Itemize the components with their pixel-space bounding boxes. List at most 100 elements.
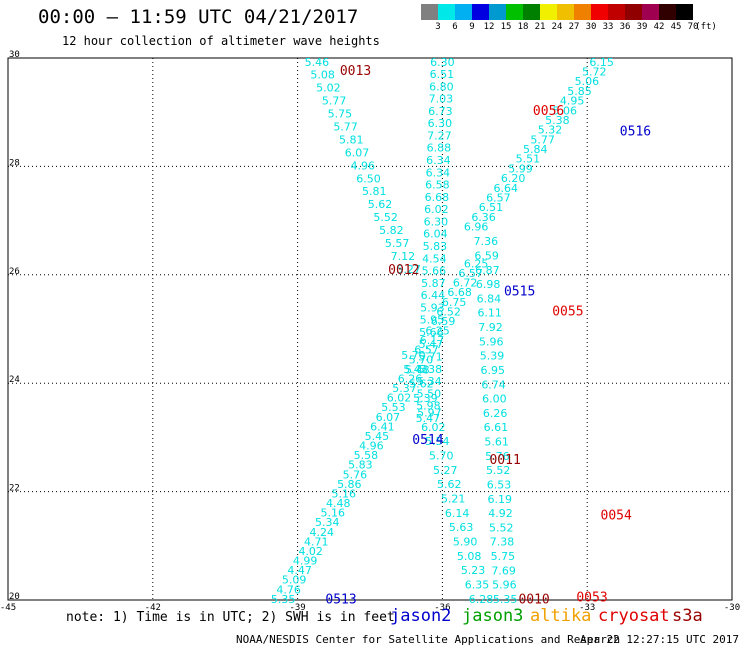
- wave-height-value: 4.54: [422, 252, 447, 265]
- pass-labels: 0013 0056 0516 0012 0515 0055 0514 0011 0054 0513…: [325, 64, 651, 607]
- wave-height-value: 6.11: [477, 307, 502, 320]
- wave-height-value: 5.02: [316, 82, 341, 95]
- color-scale-label: 39: [636, 22, 648, 32]
- wave-height-value: 6.87: [475, 264, 500, 277]
- pass-label: 0010: [518, 592, 549, 607]
- wave-height-value: 7.12: [391, 250, 416, 263]
- pass-label: 0013: [340, 64, 371, 79]
- color-scale-label: 15: [500, 22, 512, 32]
- color-swatch: [540, 4, 557, 20]
- wave-height-value: 7.92: [478, 321, 503, 334]
- pass-label: 0056: [533, 104, 564, 119]
- wave-height-value: 5.47: [419, 338, 444, 351]
- grid: [8, 58, 732, 600]
- y-tick-label: 30: [9, 50, 20, 60]
- color-scale-label: 27: [568, 22, 580, 32]
- wave-height-value: 5.70: [409, 353, 434, 366]
- wave-height-value: 6.53: [487, 478, 512, 491]
- wave-height-value: 5.85: [567, 85, 592, 98]
- page-title: 00:00 – 11:59 UTC 04/21/2017: [38, 6, 359, 28]
- wave-height-value: 6.95: [481, 364, 506, 377]
- color-swatch: [455, 4, 472, 20]
- color-swatch: [472, 4, 489, 20]
- wave-height-value: 6.98: [476, 278, 501, 291]
- wave-height-value: 5.70: [401, 349, 426, 362]
- wave-height-value: 6.04: [423, 228, 448, 241]
- legend-s3a: s3a: [672, 606, 703, 626]
- wave-height-value: 6.26: [398, 372, 423, 385]
- color-swatch: [625, 4, 642, 20]
- wave-height-value: 6.25: [464, 257, 489, 270]
- color-scale-label: 21: [534, 22, 546, 32]
- legend-jason2: jason2: [390, 606, 452, 626]
- wave-height-value: 7.27: [427, 129, 452, 142]
- wave-height-value: 5.06: [575, 75, 600, 88]
- wave-height-value: 5.52: [489, 521, 514, 534]
- wave-height-value: 6.41: [370, 420, 395, 433]
- wave-height-value: 4.48: [326, 497, 351, 510]
- wave-height-value: 5.38: [418, 363, 443, 376]
- wave-height-value: 5.72: [582, 65, 607, 78]
- wave-height-value: 6.19: [487, 493, 512, 506]
- wave-height-value: 5.16: [332, 487, 357, 500]
- color-swatch: [608, 4, 625, 20]
- wave-height-value: 6.96: [464, 221, 489, 234]
- pass-label: 0513: [325, 592, 356, 607]
- wave-height-value: 7.69: [491, 564, 516, 577]
- y-tick-label: 28: [9, 158, 20, 168]
- wave-height-value: 5.87: [421, 277, 446, 290]
- x-tick-label: -45: [0, 603, 16, 613]
- wave-height-value: 5.81: [362, 185, 387, 198]
- wave-height-value: 6.25: [425, 325, 450, 338]
- wave-height-value: 5.23: [461, 564, 486, 577]
- wave-height-value: 5.76: [343, 468, 368, 481]
- wave-height-value: 6.73: [428, 105, 453, 118]
- wave-height-value: 5.08: [457, 550, 482, 563]
- wave-height-value: 5.37: [392, 382, 417, 395]
- y-tick-label: 26: [9, 267, 20, 277]
- wave-height-value: 6.34: [426, 154, 451, 167]
- wave-height-value: 7.03: [429, 93, 454, 106]
- pass-label: 0053: [576, 591, 607, 606]
- wave-height-value: 4.24: [309, 526, 334, 539]
- wave-height-value: 6.68: [425, 191, 450, 204]
- color-swatch: [421, 4, 438, 20]
- color-scale-label: 30: [585, 22, 597, 32]
- wave-height-value: 5.61: [484, 436, 509, 449]
- pass-label: 0012: [388, 263, 419, 278]
- color-scale-label: 36: [619, 22, 631, 32]
- wave-height-value: 5.08: [310, 69, 335, 82]
- wave-height-value: 5.47: [416, 412, 441, 425]
- wave-height-value: 6.28: [469, 593, 494, 606]
- wave-height-value: 5.75: [328, 108, 353, 121]
- wave-height-value: 5.70: [429, 449, 454, 462]
- wave-height-value: 5.46: [305, 56, 330, 69]
- footnote: note: 1) Time is in UTC; 2) SWH is in fe…: [66, 610, 395, 625]
- wave-height-value: 5.66: [422, 265, 447, 278]
- credit-line: NOAA/NESDIS Center for Satellite Applica…: [236, 633, 621, 646]
- wave-height-value: 5.27: [396, 263, 421, 276]
- wave-height-value: 6.36: [471, 211, 496, 224]
- wave-height-value: 6.68: [447, 286, 472, 299]
- color-scale-label: 70: [687, 22, 699, 32]
- wave-height-value: 5.76: [485, 450, 510, 463]
- color-swatch: [557, 4, 574, 20]
- wave-height-value: 5.98: [416, 400, 441, 413]
- color-scale-label: 9: [469, 22, 475, 32]
- pass-label: 0514: [412, 433, 443, 448]
- wave-height-value: 5.16: [321, 507, 346, 520]
- x-tick-label: -36: [434, 603, 450, 613]
- wave-height-value: 5.84: [523, 143, 548, 156]
- wave-height-value: 5.34: [417, 375, 442, 388]
- wave-height-value: 6.80: [429, 80, 454, 93]
- wave-height-value: 6.02: [424, 203, 449, 216]
- wave-height-value: 5.06: [553, 104, 578, 117]
- color-swatch: [523, 4, 540, 20]
- pass-label: 0516: [620, 125, 651, 140]
- color-scale-label: 18: [517, 22, 529, 32]
- wave-height-value: 5.32: [538, 124, 563, 137]
- color-swatch: [438, 4, 455, 20]
- wave-height-value: 5.38: [545, 114, 570, 127]
- generated-timestamp: Apr 22 12:27:15 UTC 2017: [580, 633, 739, 646]
- wave-height-value: 6.35: [465, 579, 490, 592]
